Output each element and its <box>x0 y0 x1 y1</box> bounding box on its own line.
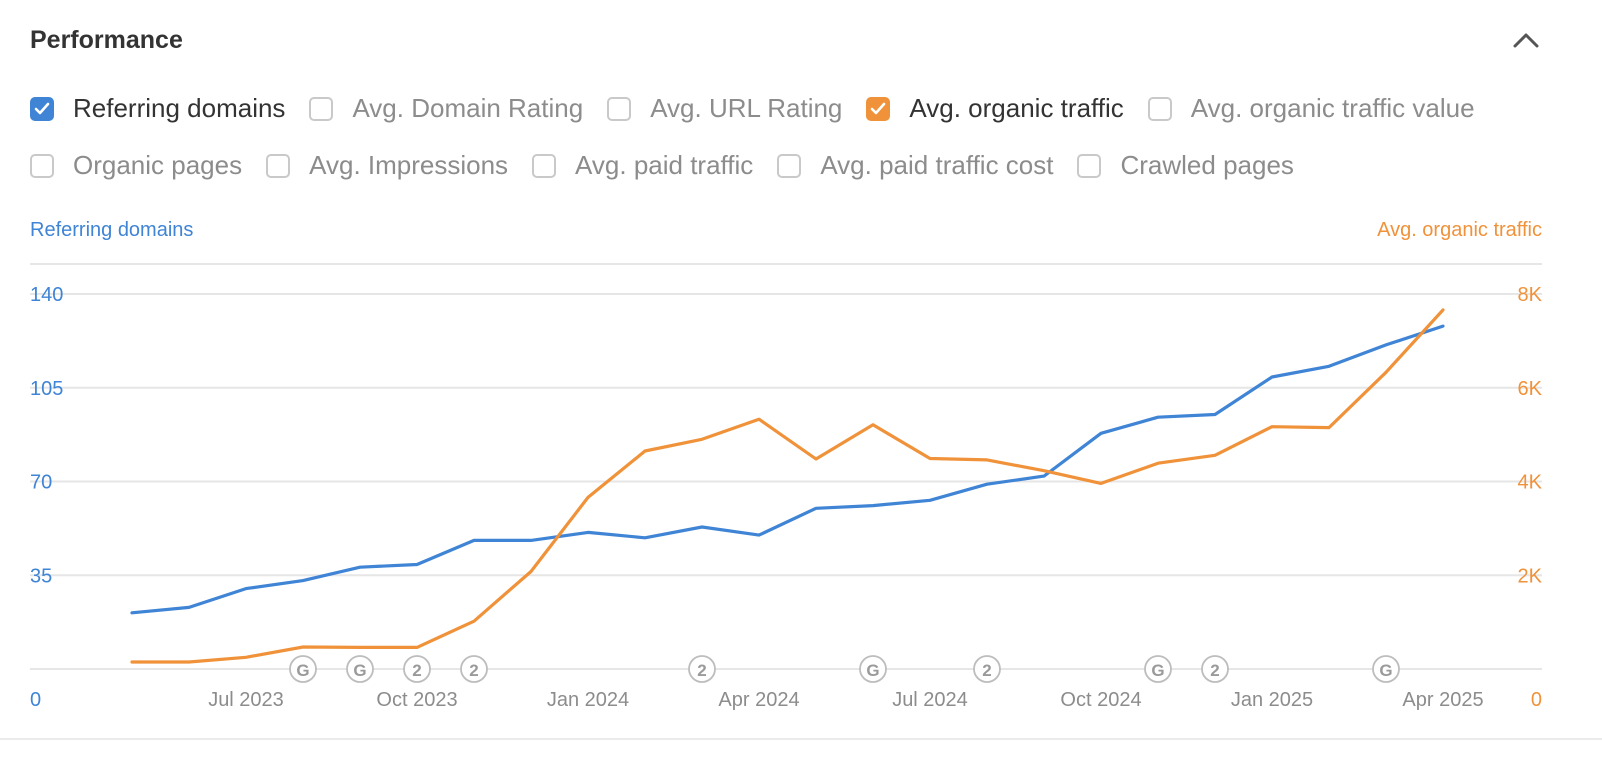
checkbox-avg-organic-traffic-value[interactable] <box>1147 96 1172 121</box>
annotation-circle <box>859 655 887 683</box>
bottom-divider <box>0 738 1602 740</box>
annotation-label: 2 <box>412 661 421 680</box>
annotation-label: 2 <box>697 661 706 680</box>
annotation-circle <box>1372 655 1400 683</box>
metric-toggle-avg-paid-traffic[interactable]: Avg. paid traffic <box>532 150 753 181</box>
right-axis-title: Avg. organic traffic <box>1377 219 1542 241</box>
x-tick-label: Apr 2024 <box>718 689 799 711</box>
metric-toggle-avg-organic-traffic-value[interactable]: Avg. organic traffic value <box>1147 93 1475 124</box>
metric-label: Avg. Impressions <box>309 150 509 180</box>
metric-label: Organic pages <box>73 150 243 180</box>
annotation-label: G <box>296 661 309 680</box>
chevron-up-icon[interactable] <box>1510 28 1542 52</box>
metric-toggle-avg-organic-traffic[interactable]: Avg. organic traffic <box>866 93 1124 124</box>
x-tick-label: Jan 2025 <box>1231 689 1313 711</box>
annotation-marker[interactable]: 2 <box>460 655 488 683</box>
metric-label: Avg. organic traffic value <box>1190 93 1475 123</box>
metric-label: Avg. paid traffic <box>575 150 754 180</box>
checkbox-avg-url-rating[interactable] <box>607 96 632 121</box>
left-tick-label: 35 <box>30 565 52 587</box>
annotation-label: G <box>353 661 366 680</box>
annotation-circle <box>289 655 317 683</box>
right-tick-label: 8K <box>1518 284 1543 306</box>
metric-toggle-organic-pages[interactable]: Organic pages <box>30 150 242 181</box>
metric-toggle-crawled-pages[interactable]: Crawled pages <box>1077 150 1294 181</box>
metric-toggles-row-1: Referring domains Avg. Domain Rating Avg. … <box>30 93 1475 124</box>
google-update-marker[interactable]: G <box>289 655 317 683</box>
metric-label: Avg. organic traffic <box>909 93 1124 123</box>
left-axis-title: Referring domains <box>30 219 194 241</box>
checkbox-referring-domains[interactable] <box>30 96 54 121</box>
panel-title: Performance <box>30 26 183 54</box>
annotation-circle <box>973 655 1001 683</box>
series-line-referring-domains <box>130 324 1445 615</box>
annotation-marker[interactable]: 2 <box>973 655 1001 683</box>
checkbox-organic-pages[interactable] <box>30 153 54 178</box>
annotation-label: G <box>1379 661 1392 680</box>
metric-label: Crawled pages <box>1120 150 1294 180</box>
google-update-marker[interactable]: G <box>859 655 887 683</box>
annotation-circle <box>346 655 374 683</box>
left-tick-label: 105 <box>30 378 63 400</box>
x-tick-label: Oct 2024 <box>1060 689 1141 711</box>
metric-toggle-referring-domains[interactable]: Referring domains <box>30 93 285 124</box>
metric-toggles-row-2: Organic pages Avg. Impressions Avg. paid t… <box>30 150 1294 181</box>
left-tick-label: 140 <box>30 284 63 306</box>
annotation-label: 2 <box>1210 661 1219 680</box>
checkbox-avg-domain-rating[interactable] <box>309 96 334 121</box>
metric-toggle-avg-paid-traffic-cost[interactable]: Avg. paid traffic cost <box>777 150 1053 181</box>
series-line-avg-organic-traffic <box>130 308 1445 664</box>
annotation-marker[interactable]: 2 <box>403 655 431 683</box>
checkbox-avg-organic-traffic[interactable] <box>866 96 891 121</box>
metric-label: Avg. paid traffic cost <box>820 150 1054 180</box>
annotation-label: 2 <box>982 661 991 680</box>
checkbox-avg-impressions[interactable] <box>266 153 291 178</box>
annotation-circle <box>1144 655 1172 683</box>
metric-toggle-avg-url-rating[interactable]: Avg. URL Rating <box>607 93 842 124</box>
google-update-marker[interactable]: G <box>1372 655 1400 683</box>
x-tick-label: Jan 2024 <box>547 689 629 711</box>
google-update-marker[interactable]: G <box>346 655 374 683</box>
checkbox-avg-paid-traffic-cost[interactable] <box>777 153 802 178</box>
x-tick-label: Apr 2025 <box>1402 689 1483 711</box>
annotation-circle <box>1201 655 1229 683</box>
annotation-label: 2 <box>469 661 478 680</box>
annotation-label: G <box>1151 661 1164 680</box>
right-tick-label: 0 <box>1531 689 1542 711</box>
right-tick-label: 4K <box>1518 472 1543 494</box>
metric-toggle-avg-domain-rating[interactable]: Avg. Domain Rating <box>309 93 583 124</box>
checkmark-icon <box>871 102 886 114</box>
checkmark-icon <box>34 102 50 114</box>
x-tick-label: Jul 2024 <box>892 689 968 711</box>
annotation-label: G <box>866 661 879 680</box>
checkbox-crawled-pages[interactable] <box>1077 153 1102 178</box>
x-tick-label: Oct 2023 <box>376 689 457 711</box>
annotation-circle <box>460 655 488 683</box>
metric-toggle-avg-impressions[interactable]: Avg. Impressions <box>266 150 508 181</box>
left-tick-label: 70 <box>30 472 52 494</box>
right-tick-label: 6K <box>1518 378 1543 400</box>
annotation-circle <box>403 655 431 683</box>
right-tick-label: 2K <box>1518 565 1543 587</box>
checkbox-avg-paid-traffic[interactable] <box>532 153 557 178</box>
annotation-marker[interactable]: 2 <box>1201 655 1229 683</box>
x-tick-label: Jul 2023 <box>208 689 284 711</box>
left-tick-label: 0 <box>30 689 41 711</box>
metric-label: Avg. Domain Rating <box>352 93 584 123</box>
metric-label: Avg. URL Rating <box>650 93 843 123</box>
metric-label: Referring domains <box>73 93 286 123</box>
google-update-marker[interactable]: G <box>1144 655 1172 683</box>
annotation-marker[interactable]: 2 <box>688 655 716 683</box>
annotation-circle <box>688 655 716 683</box>
